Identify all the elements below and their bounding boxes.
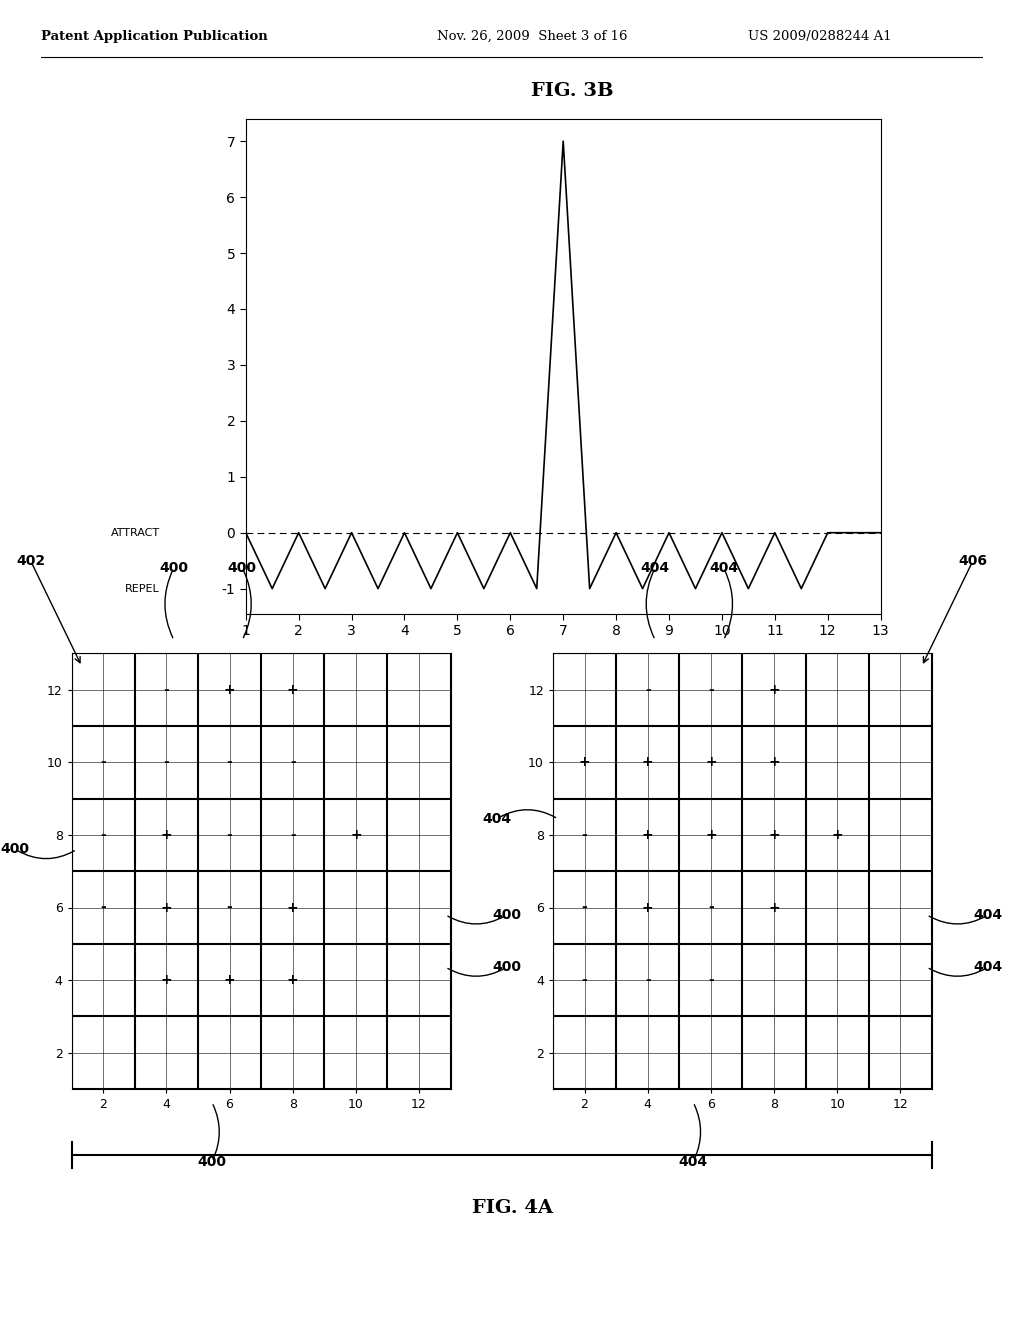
Text: 404: 404 xyxy=(974,908,1002,921)
Text: -: - xyxy=(582,973,588,987)
Text: -: - xyxy=(290,828,296,842)
Text: 400: 400 xyxy=(227,561,257,574)
Text: -: - xyxy=(164,682,169,697)
Text: FIG. 3B: FIG. 3B xyxy=(531,82,614,100)
Text: +: + xyxy=(768,755,780,770)
Text: +: + xyxy=(642,828,653,842)
Text: 400: 400 xyxy=(493,908,521,921)
Text: +: + xyxy=(350,828,361,842)
Text: -: - xyxy=(100,828,106,842)
Text: 400: 400 xyxy=(493,960,521,974)
Text: +: + xyxy=(223,973,236,987)
Text: +: + xyxy=(579,755,591,770)
Text: REPEL: REPEL xyxy=(125,583,160,594)
Text: 404: 404 xyxy=(641,561,670,574)
Text: +: + xyxy=(161,900,172,915)
Text: ATTRACT: ATTRACT xyxy=(111,528,160,537)
Text: -: - xyxy=(708,973,714,987)
Text: +: + xyxy=(287,900,299,915)
Text: -: - xyxy=(100,900,106,915)
Text: +: + xyxy=(642,755,653,770)
Text: FIG. 4A: FIG. 4A xyxy=(471,1199,553,1217)
Text: US 2009/0288244 A1: US 2009/0288244 A1 xyxy=(748,30,891,42)
Text: +: + xyxy=(161,828,172,842)
Text: 404: 404 xyxy=(482,812,511,826)
Text: 404: 404 xyxy=(709,561,738,574)
Text: +: + xyxy=(287,973,299,987)
Text: +: + xyxy=(768,682,780,697)
Text: Patent Application Publication: Patent Application Publication xyxy=(41,30,267,42)
Text: +: + xyxy=(287,682,299,697)
Text: 406: 406 xyxy=(958,554,987,568)
Text: -: - xyxy=(645,682,650,697)
Text: 400: 400 xyxy=(1,842,30,857)
Text: -: - xyxy=(582,828,588,842)
Text: 400: 400 xyxy=(198,1155,226,1168)
Text: -: - xyxy=(290,755,296,770)
Text: -: - xyxy=(226,900,232,915)
Text: +: + xyxy=(705,828,717,842)
Text: +: + xyxy=(705,755,717,770)
Text: 402: 402 xyxy=(16,554,45,568)
Text: -: - xyxy=(582,900,588,915)
Text: 404: 404 xyxy=(679,1155,708,1168)
Text: -: - xyxy=(708,900,714,915)
Text: -: - xyxy=(164,755,169,770)
Text: 404: 404 xyxy=(974,960,1002,974)
Text: -: - xyxy=(226,755,232,770)
Text: Nov. 26, 2009  Sheet 3 of 16: Nov. 26, 2009 Sheet 3 of 16 xyxy=(436,30,627,42)
Text: +: + xyxy=(642,900,653,915)
Text: -: - xyxy=(708,682,714,697)
Text: +: + xyxy=(161,973,172,987)
Text: -: - xyxy=(645,973,650,987)
Text: +: + xyxy=(768,828,780,842)
Text: 400: 400 xyxy=(160,561,188,574)
Text: -: - xyxy=(100,755,106,770)
Text: +: + xyxy=(831,828,843,842)
Text: +: + xyxy=(768,900,780,915)
Text: -: - xyxy=(226,828,232,842)
Text: +: + xyxy=(223,682,236,697)
